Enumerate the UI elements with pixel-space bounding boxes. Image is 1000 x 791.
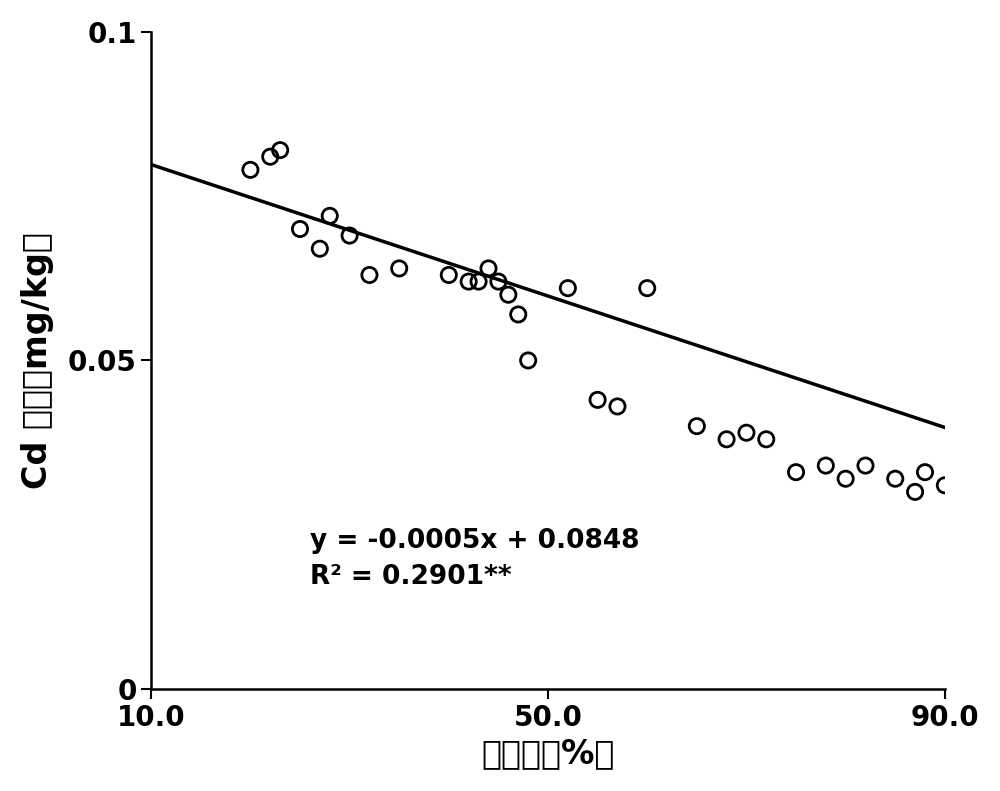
Point [361, 269, 377, 282]
Point [461, 275, 477, 288]
Point [312, 242, 328, 255]
Point [917, 466, 933, 479]
Point [292, 222, 308, 235]
Point [441, 269, 457, 282]
Point [857, 460, 873, 472]
Y-axis label: Cd 含量（mg/kg）: Cd 含量（mg/kg） [21, 232, 54, 489]
Point [689, 420, 705, 433]
Point [560, 282, 576, 294]
Point [342, 229, 358, 242]
Point [937, 479, 953, 492]
Point [639, 282, 655, 294]
Point [887, 472, 903, 485]
Point [471, 275, 487, 288]
Point [609, 400, 625, 413]
Point [520, 354, 536, 367]
Point [480, 262, 496, 274]
Point [818, 460, 834, 472]
Point [500, 289, 516, 301]
Point [322, 210, 338, 222]
Point [838, 472, 854, 485]
Point [590, 394, 606, 407]
Text: y = -0.0005x + 0.0848
R² = 0.2901**: y = -0.0005x + 0.0848 R² = 0.2901** [310, 528, 639, 590]
X-axis label: 侵染率（%）: 侵染率（%） [481, 737, 615, 770]
Point [788, 466, 804, 479]
Point [758, 433, 774, 445]
Point [391, 262, 407, 274]
Point [272, 144, 288, 157]
Point [907, 486, 923, 498]
Point [719, 433, 735, 445]
Point [738, 426, 754, 439]
Point [510, 308, 526, 321]
Point [262, 150, 278, 163]
Point [490, 275, 506, 288]
Point [242, 164, 258, 176]
